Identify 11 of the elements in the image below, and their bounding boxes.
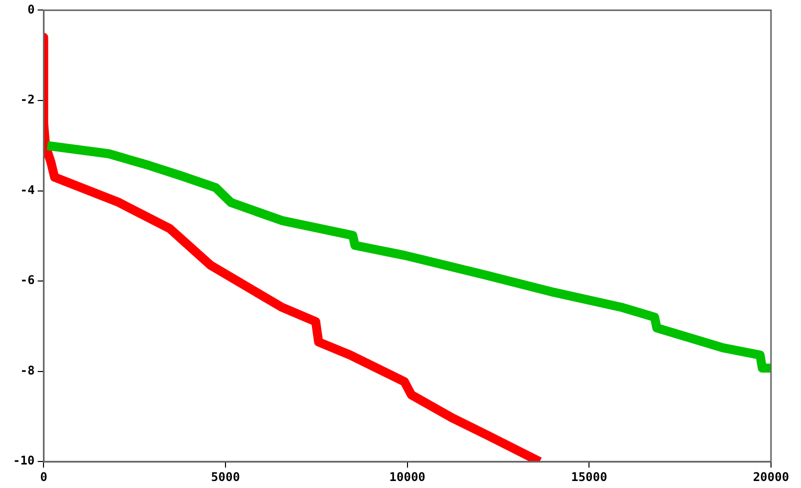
y-tick-label: -2 [20,92,35,107]
y-tick-label: 0 [27,2,35,16]
x-tick-label: 15000 [571,470,608,484]
x-tick-label: 20000 [752,470,790,484]
y-tick-label: -8 [20,363,35,378]
y-tick-label: -10 [12,454,35,468]
x-tick-label: 0 [40,470,48,484]
x-tick-label: 5000 [211,470,240,484]
y-tick-label: -4 [20,182,35,197]
y-tick-label: -6 [20,273,35,288]
x-tick-label: 10000 [389,470,426,484]
